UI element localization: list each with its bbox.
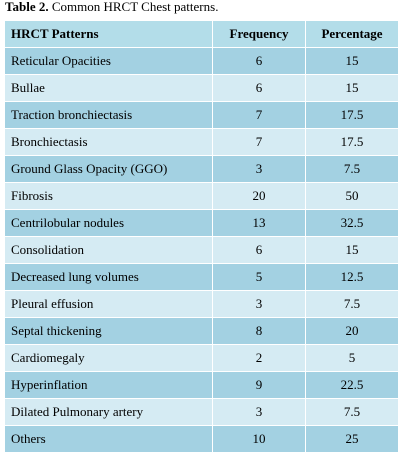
cell-percentage: 15: [305, 74, 399, 102]
cell-percentage: 15: [305, 47, 399, 75]
cell-pattern: Decreased lung volumes: [4, 263, 213, 291]
cell-frequency: 5: [212, 263, 306, 291]
table-row: Hyperinflation 9 22.5: [4, 371, 399, 399]
cell-percentage: 50: [305, 182, 399, 210]
cell-percentage: 12.5: [305, 263, 399, 291]
cell-pattern: Ground Glass Opacity (GGO): [4, 155, 213, 183]
cell-percentage: 22.5: [305, 371, 399, 399]
table-row: Bullae 6 15: [4, 74, 399, 102]
header-frequency: Frequency: [212, 20, 306, 48]
cell-pattern: Centrilobular nodules: [4, 209, 213, 237]
cell-frequency: 7: [212, 101, 306, 129]
cell-frequency: 7: [212, 128, 306, 156]
cell-frequency: 6: [212, 236, 306, 264]
cell-percentage: 32.5: [305, 209, 399, 237]
table-row: Others 10 25: [4, 425, 399, 453]
header-hrct-patterns: HRCT Patterns: [4, 20, 213, 48]
table-row: Septal thickening 8 20: [4, 317, 399, 345]
table-row: Bronchiectasis 7 17.5: [4, 128, 399, 156]
table-row: Decreased lung volumes 5 12.5: [4, 263, 399, 291]
table-row: Pleural effusion 3 7.5: [4, 290, 399, 318]
cell-percentage: 7.5: [305, 398, 399, 426]
cell-percentage: 5: [305, 344, 399, 372]
cell-frequency: 3: [212, 398, 306, 426]
cell-percentage: 17.5: [305, 101, 399, 129]
table-body: Reticular Opacities 6 15 Bullae 6 15 Traction …: [4, 47, 399, 453]
cell-frequency: 2: [212, 344, 306, 372]
cell-frequency: 6: [212, 47, 306, 75]
cell-pattern: Bronchiectasis: [4, 128, 213, 156]
cell-pattern: Fibrosis: [4, 182, 213, 210]
cell-frequency: 13: [212, 209, 306, 237]
cell-percentage: 7.5: [305, 155, 399, 183]
cell-frequency: 6: [212, 74, 306, 102]
cell-percentage: 20: [305, 317, 399, 345]
table-row: Traction bronchiectasis 7 17.5: [4, 101, 399, 129]
cell-frequency: 8: [212, 317, 306, 345]
cell-percentage: 25: [305, 425, 399, 453]
cell-pattern: Traction bronchiectasis: [4, 101, 213, 129]
cell-percentage: 7.5: [305, 290, 399, 318]
cell-pattern: Others: [4, 425, 213, 453]
cell-frequency: 9: [212, 371, 306, 399]
cell-pattern: Dilated Pulmonary artery: [4, 398, 213, 426]
table-row: Fibrosis 20 50: [4, 182, 399, 210]
caption-text: Common HRCT Chest patterns.: [48, 0, 219, 14]
table-row: Reticular Opacities 6 15: [4, 47, 399, 75]
hrct-patterns-table: HRCT Patterns Frequency Percentage Retic…: [4, 20, 399, 453]
cell-frequency: 3: [212, 155, 306, 183]
cell-pattern: Septal thickening: [4, 317, 213, 345]
table-row: Cardiomegaly 2 5: [4, 344, 399, 372]
cell-pattern: Bullae: [4, 74, 213, 102]
caption-label: Table 2.: [5, 0, 49, 14]
cell-frequency: 3: [212, 290, 306, 318]
cell-percentage: 17.5: [305, 128, 399, 156]
table-row: Dilated Pulmonary artery 3 7.5: [4, 398, 399, 426]
cell-pattern: Pleural effusion: [4, 290, 213, 318]
cell-pattern: Consolidation: [4, 236, 213, 264]
cell-frequency: 20: [212, 182, 306, 210]
cell-percentage: 15: [305, 236, 399, 264]
table-header-row: HRCT Patterns Frequency Percentage: [4, 20, 399, 48]
cell-pattern: Hyperinflation: [4, 371, 213, 399]
table-row: Centrilobular nodules 13 32.5: [4, 209, 399, 237]
cell-frequency: 10: [212, 425, 306, 453]
table-row: Consolidation 6 15: [4, 236, 399, 264]
table-caption: Table 2. Common HRCT Chest patterns.: [5, 0, 218, 14]
header-percentage: Percentage: [305, 20, 399, 48]
cell-pattern: Cardiomegaly: [4, 344, 213, 372]
table-row: Ground Glass Opacity (GGO) 3 7.5: [4, 155, 399, 183]
cell-pattern: Reticular Opacities: [4, 47, 213, 75]
